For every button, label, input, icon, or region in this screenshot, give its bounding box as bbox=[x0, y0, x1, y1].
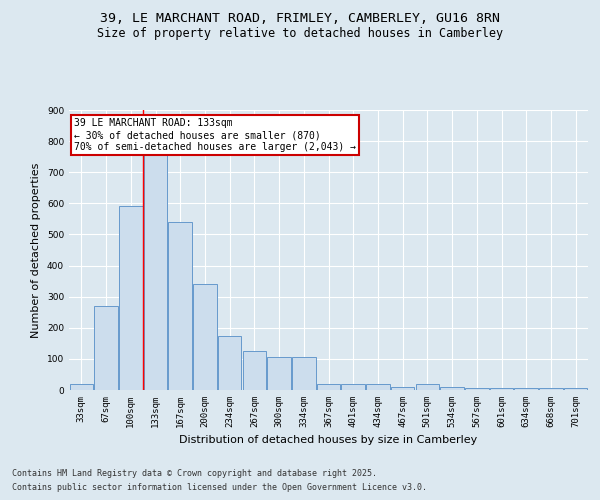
Bar bbox=[144, 154, 167, 390]
Bar bbox=[514, 388, 538, 390]
Bar bbox=[94, 306, 118, 390]
Bar bbox=[366, 384, 389, 390]
Bar bbox=[539, 388, 563, 390]
Bar bbox=[193, 284, 217, 390]
Bar bbox=[317, 384, 340, 390]
Bar bbox=[440, 387, 464, 390]
Bar bbox=[242, 351, 266, 390]
Bar bbox=[490, 388, 513, 390]
Text: Size of property relative to detached houses in Camberley: Size of property relative to detached ho… bbox=[97, 28, 503, 40]
Bar bbox=[218, 336, 241, 390]
Bar bbox=[268, 358, 291, 390]
Y-axis label: Number of detached properties: Number of detached properties bbox=[31, 162, 41, 338]
Bar bbox=[119, 206, 143, 390]
Text: Contains public sector information licensed under the Open Government Licence v3: Contains public sector information licen… bbox=[12, 484, 427, 492]
X-axis label: Distribution of detached houses by size in Camberley: Distribution of detached houses by size … bbox=[179, 436, 478, 446]
Bar bbox=[416, 384, 439, 390]
Text: 39 LE MARCHANT ROAD: 133sqm
← 30% of detached houses are smaller (870)
70% of se: 39 LE MARCHANT ROAD: 133sqm ← 30% of det… bbox=[74, 118, 356, 152]
Bar bbox=[292, 358, 316, 390]
Bar bbox=[169, 222, 192, 390]
Bar bbox=[391, 387, 415, 390]
Bar bbox=[70, 384, 93, 390]
Bar bbox=[564, 388, 587, 390]
Text: Contains HM Land Registry data © Crown copyright and database right 2025.: Contains HM Land Registry data © Crown c… bbox=[12, 468, 377, 477]
Text: 39, LE MARCHANT ROAD, FRIMLEY, CAMBERLEY, GU16 8RN: 39, LE MARCHANT ROAD, FRIMLEY, CAMBERLEY… bbox=[100, 12, 500, 26]
Bar bbox=[465, 388, 488, 390]
Bar bbox=[341, 384, 365, 390]
